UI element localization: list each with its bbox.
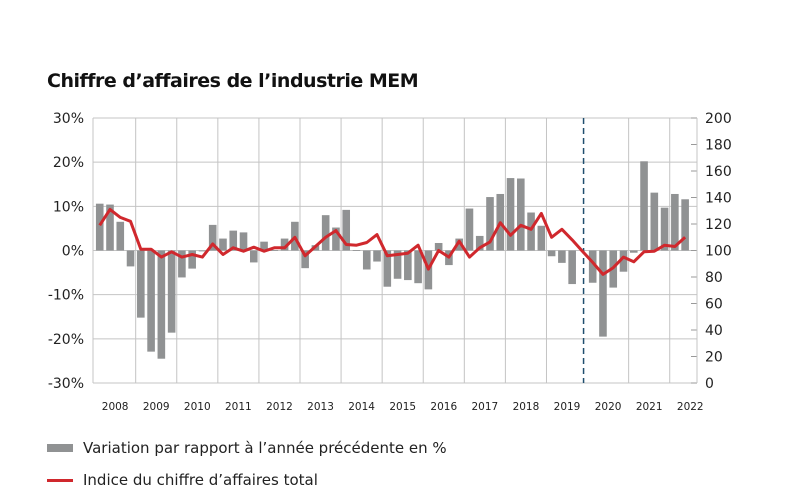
x-tick-label: 2015 bbox=[389, 401, 416, 413]
bar bbox=[486, 197, 494, 251]
bar bbox=[671, 193, 679, 251]
x-tick-label: 2016 bbox=[430, 401, 457, 413]
bar bbox=[506, 178, 515, 251]
bar bbox=[280, 238, 289, 251]
bar bbox=[321, 215, 330, 251]
x-tick-label: 2012 bbox=[266, 401, 293, 413]
bar bbox=[239, 232, 248, 251]
bar bbox=[681, 199, 689, 251]
x-tick-label: 2017 bbox=[471, 401, 498, 413]
x-tick-label: 2010 bbox=[184, 401, 211, 413]
right-tick-label: 160 bbox=[705, 164, 732, 180]
x-tick-label: 2020 bbox=[595, 401, 622, 413]
bar bbox=[229, 230, 238, 251]
bar bbox=[568, 250, 576, 285]
bar bbox=[558, 250, 566, 263]
bar bbox=[198, 250, 207, 252]
bar bbox=[629, 250, 638, 253]
right-tick-label: 100 bbox=[705, 244, 732, 260]
legend-label-bars: Variation par rapport à l’année précéden… bbox=[83, 439, 447, 457]
bar bbox=[178, 250, 186, 278]
legend-swatch-line bbox=[47, 478, 73, 482]
right-tick-label: 180 bbox=[705, 138, 732, 154]
right-tick-label: 80 bbox=[705, 270, 723, 286]
bar bbox=[517, 178, 525, 251]
bar bbox=[332, 227, 340, 251]
x-tick-label: 2013 bbox=[307, 401, 334, 413]
left-tick-label: -20% bbox=[48, 332, 84, 348]
bar bbox=[455, 238, 463, 251]
right-tick-label: 20 bbox=[705, 350, 723, 366]
right-tick-label: 60 bbox=[705, 297, 723, 313]
x-tick-label: 2011 bbox=[225, 401, 252, 413]
bar bbox=[373, 250, 381, 262]
bar bbox=[393, 250, 402, 279]
bar bbox=[527, 212, 535, 251]
left-tick-label: 0% bbox=[62, 244, 84, 260]
right-tick-label: 140 bbox=[705, 191, 732, 207]
right-tick-label: 0 bbox=[705, 376, 714, 392]
bar bbox=[352, 250, 361, 251]
bar bbox=[383, 250, 392, 287]
left-tick-label: 30% bbox=[53, 111, 84, 127]
legend-item-bars: Variation par rapport à l’année précéden… bbox=[47, 439, 447, 457]
bar bbox=[342, 209, 351, 251]
bar bbox=[599, 250, 607, 337]
bar bbox=[475, 235, 484, 251]
right-tick-label: 120 bbox=[705, 217, 732, 233]
chart-title: Chiffre d’affaires de l’industrie MEM bbox=[47, 70, 419, 92]
bar bbox=[434, 242, 443, 251]
x-tick-label: 2008 bbox=[102, 401, 129, 413]
bar bbox=[157, 250, 166, 359]
bar bbox=[95, 203, 104, 251]
bar bbox=[126, 250, 135, 267]
left-tick-label: 20% bbox=[53, 155, 84, 171]
bar bbox=[547, 250, 556, 257]
bar bbox=[167, 250, 176, 333]
legend-item-line: Indice du chiffre d’affaires total bbox=[47, 471, 318, 489]
x-tick-label: 2021 bbox=[636, 401, 663, 413]
bar bbox=[208, 224, 217, 251]
x-tick-label: 2022 bbox=[677, 401, 704, 413]
bar bbox=[640, 161, 648, 251]
x-tick-label: 2009 bbox=[143, 401, 170, 413]
left-tick-label: -30% bbox=[48, 376, 84, 392]
x-tick-label: 2014 bbox=[348, 401, 375, 413]
bar bbox=[106, 204, 114, 251]
bar bbox=[465, 208, 474, 251]
bar bbox=[270, 250, 279, 251]
bar bbox=[537, 225, 546, 251]
right-tick-label: 200 bbox=[705, 111, 732, 127]
x-tick-label: 2018 bbox=[513, 401, 540, 413]
x-tick-label: 2019 bbox=[554, 401, 581, 413]
legend-label-line: Indice du chiffre d’affaires total bbox=[83, 471, 318, 489]
bar bbox=[219, 238, 227, 251]
bar bbox=[137, 250, 145, 318]
bar bbox=[619, 250, 628, 272]
bar bbox=[260, 241, 268, 251]
bar bbox=[188, 250, 196, 269]
bar bbox=[404, 250, 412, 281]
bar bbox=[301, 250, 309, 269]
bar bbox=[362, 250, 371, 270]
left-tick-label: -10% bbox=[48, 288, 84, 304]
bar bbox=[660, 207, 669, 251]
bar bbox=[249, 250, 258, 263]
bar bbox=[414, 250, 422, 284]
index-line bbox=[98, 207, 687, 276]
right-tick-label: 40 bbox=[705, 323, 723, 339]
bar bbox=[650, 192, 659, 251]
left-tick-label: 10% bbox=[53, 199, 84, 215]
bar bbox=[147, 250, 155, 352]
legend-swatch-bar bbox=[47, 444, 73, 452]
bar bbox=[588, 250, 597, 283]
bar bbox=[116, 221, 125, 251]
